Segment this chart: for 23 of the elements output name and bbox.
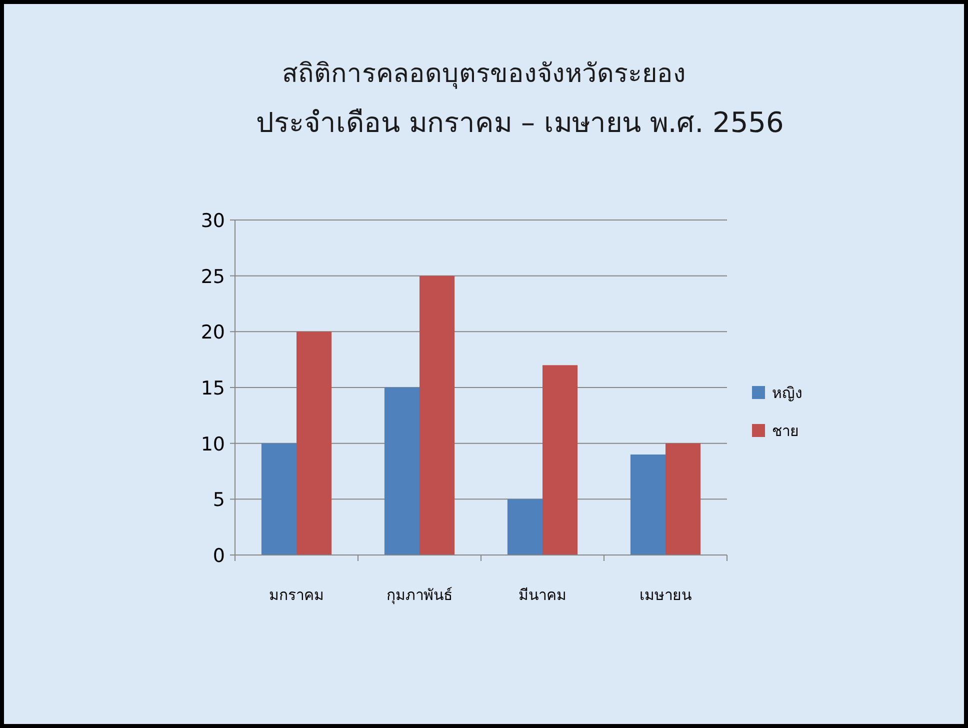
y-tick-label: 20 bbox=[200, 322, 225, 344]
y-tick-label: 25 bbox=[200, 266, 225, 288]
x-tick-label: มกราคม bbox=[269, 586, 324, 604]
bar bbox=[542, 365, 578, 555]
x-tick-label: เมษายน bbox=[640, 586, 692, 604]
y-tick-label: 30 bbox=[200, 210, 225, 232]
legend-label: ชาย bbox=[772, 422, 799, 440]
x-tick-label: กุมภาพันธ์ bbox=[386, 586, 452, 605]
y-tick-label: 0 bbox=[212, 545, 225, 567]
bar bbox=[261, 443, 296, 555]
bar bbox=[507, 499, 542, 555]
y-tick-label: 10 bbox=[200, 433, 225, 456]
bar bbox=[296, 332, 332, 555]
y-tick-label: 15 bbox=[200, 378, 225, 400]
y-tick-label: 5 bbox=[212, 489, 225, 512]
chart-subtitle: ประจำเดือน มกราคม – เมษายน พ.ศ. 2556 bbox=[256, 106, 784, 139]
bar bbox=[630, 454, 666, 555]
bar bbox=[420, 276, 455, 555]
chart-title: สถิติการคลอดบุตรของจังหวัดระยอง bbox=[282, 59, 686, 89]
bar bbox=[384, 388, 420, 555]
x-tick-label: มีนาคม bbox=[518, 586, 566, 604]
legend-label: หญิง bbox=[772, 384, 802, 402]
bar bbox=[666, 443, 701, 555]
